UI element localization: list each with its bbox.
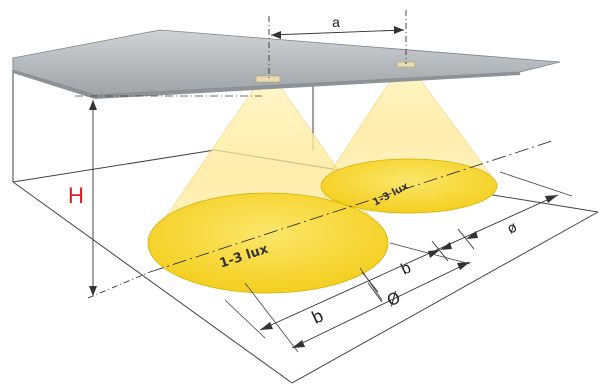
cone-edges — [147, 65, 499, 244]
light-pool-left — [147, 192, 389, 294]
dia-label-upper: ø — [505, 219, 520, 237]
dimension-chain-lower — [291, 261, 471, 349]
floor-axis-line — [149, 139, 556, 273]
ceiling-slab — [12, 29, 561, 99]
light-pool-right — [320, 158, 498, 214]
spacing-label: a — [332, 14, 340, 30]
height-dimension — [75, 95, 262, 299]
height-label: H — [68, 183, 84, 208]
b-label-lower: b — [309, 305, 327, 327]
luminaire-left — [255, 75, 281, 83]
dimension-extension-lines — [224, 171, 573, 353]
dimension-chain-upper — [259, 194, 559, 331]
spacing-dimension — [268, 10, 407, 78]
dia-label-lower: Ø — [384, 288, 403, 311]
light-cone-right — [322, 66, 498, 185]
b-label-upper: b — [398, 259, 413, 278]
